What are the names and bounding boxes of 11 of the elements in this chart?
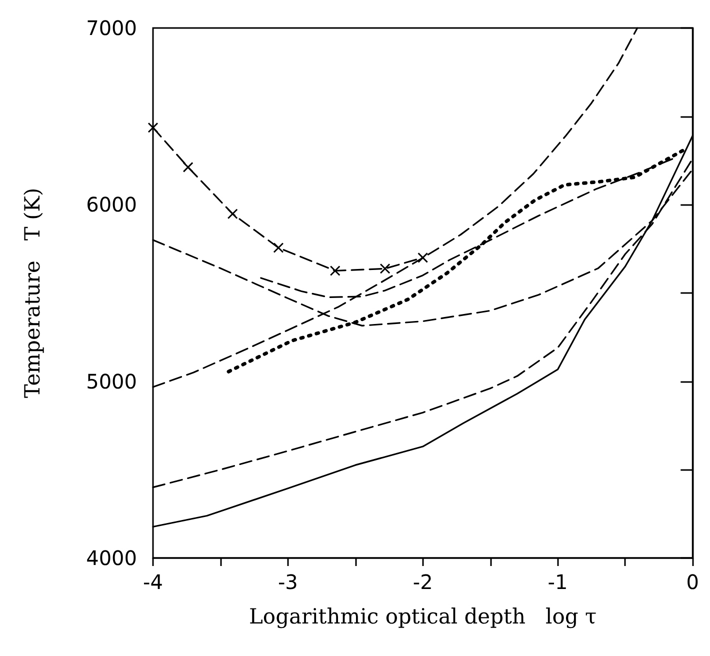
- x-tick-label: -4: [143, 570, 163, 594]
- y-tick-label: 5000: [86, 369, 137, 394]
- y-tick-label: 6000: [86, 192, 137, 217]
- x-tick-label: -2: [412, 570, 433, 594]
- y-tick-label: 7000: [86, 16, 137, 40]
- y-axis-title: Temperature T (K): [20, 188, 44, 398]
- x-axis-title: Logarithmic optical depth log τ: [248, 604, 597, 628]
- x-tick-label: -3: [278, 570, 298, 594]
- x-tick-label: 0: [686, 570, 700, 594]
- x-tick-label: -1: [548, 570, 568, 594]
- y-tick-label: 4000: [86, 546, 137, 570]
